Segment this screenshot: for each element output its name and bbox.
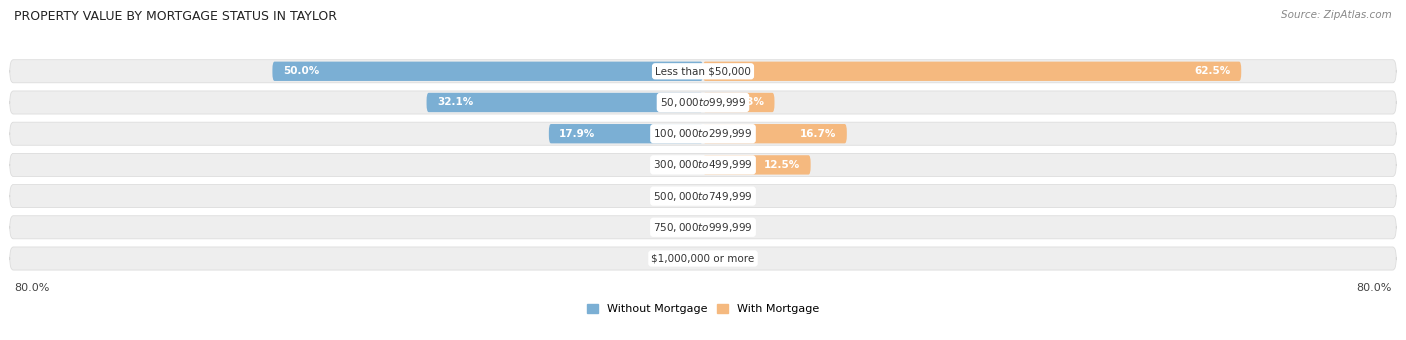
Text: $300,000 to $499,999: $300,000 to $499,999 [654,158,752,171]
Text: 12.5%: 12.5% [763,160,800,170]
FancyBboxPatch shape [703,93,775,112]
FancyBboxPatch shape [703,155,811,174]
Text: $500,000 to $749,999: $500,000 to $749,999 [654,190,752,203]
FancyBboxPatch shape [10,122,1396,145]
Text: 0.0%: 0.0% [669,222,696,232]
Text: $750,000 to $999,999: $750,000 to $999,999 [654,221,752,234]
Legend: Without Mortgage, With Mortgage: Without Mortgage, With Mortgage [588,304,818,314]
FancyBboxPatch shape [10,91,1396,114]
Text: $100,000 to $299,999: $100,000 to $299,999 [654,127,752,140]
FancyBboxPatch shape [426,93,703,112]
Text: 17.9%: 17.9% [560,129,595,139]
Text: 0.0%: 0.0% [669,160,696,170]
Text: 16.7%: 16.7% [800,129,837,139]
Text: 80.0%: 80.0% [14,283,49,293]
FancyBboxPatch shape [10,216,1396,239]
FancyBboxPatch shape [10,247,1396,270]
Text: $50,000 to $99,999: $50,000 to $99,999 [659,96,747,109]
FancyBboxPatch shape [273,62,703,81]
Text: 80.0%: 80.0% [1357,283,1392,293]
Text: 8.3%: 8.3% [735,98,763,107]
Text: 62.5%: 62.5% [1195,66,1230,76]
Text: $1,000,000 or more: $1,000,000 or more [651,254,755,264]
Text: Source: ZipAtlas.com: Source: ZipAtlas.com [1281,10,1392,20]
Text: 0.0%: 0.0% [710,222,737,232]
FancyBboxPatch shape [10,60,1396,83]
Text: 0.0%: 0.0% [669,254,696,264]
Text: PROPERTY VALUE BY MORTGAGE STATUS IN TAYLOR: PROPERTY VALUE BY MORTGAGE STATUS IN TAY… [14,10,337,23]
Text: 50.0%: 50.0% [283,66,319,76]
Text: 0.0%: 0.0% [669,191,696,201]
Text: 0.0%: 0.0% [710,254,737,264]
Text: 0.0%: 0.0% [710,191,737,201]
FancyBboxPatch shape [703,62,1241,81]
Text: 32.1%: 32.1% [437,98,474,107]
FancyBboxPatch shape [10,185,1396,208]
Text: Less than $50,000: Less than $50,000 [655,66,751,76]
FancyBboxPatch shape [703,124,846,143]
FancyBboxPatch shape [10,153,1396,176]
FancyBboxPatch shape [548,124,703,143]
